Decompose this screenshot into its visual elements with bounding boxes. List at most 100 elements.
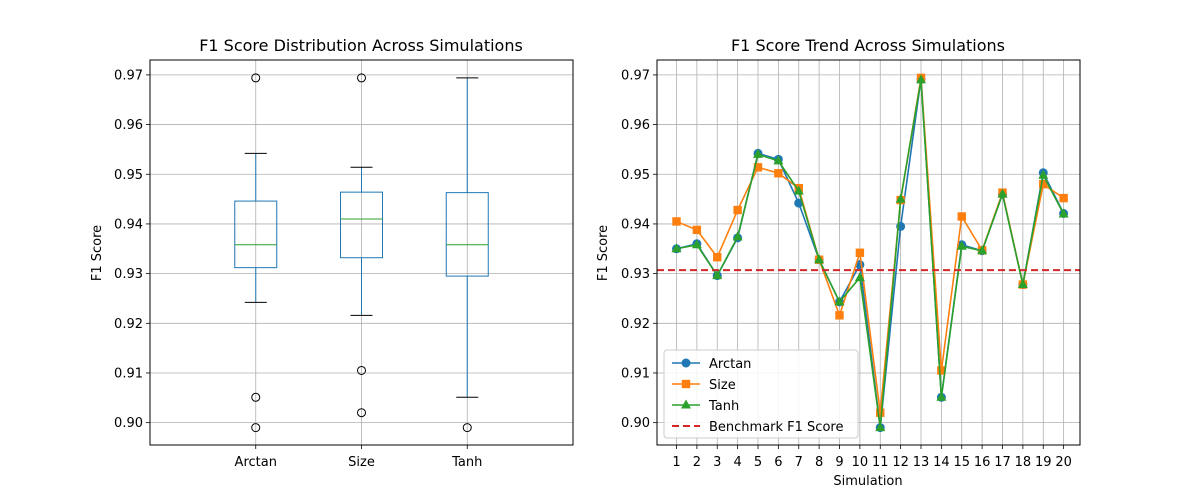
legend: Arctan Size Tanh Benchmark F1 Score: [663, 349, 859, 439]
data-point-square: [681, 379, 691, 389]
data-point-triangle: [814, 254, 825, 264]
line-plot-xlabel: Simulation: [833, 474, 902, 489]
x-tick-label: Tanh: [451, 455, 482, 470]
data-point-square: [855, 248, 865, 257]
x-tick-label: 13: [913, 455, 930, 470]
x-tick-label: 19: [1035, 455, 1052, 470]
data-point-triangle: [1058, 208, 1069, 218]
x-tick-label: 20: [1055, 455, 1072, 470]
legend-box: [663, 349, 859, 439]
y-tick-label: 0.95: [114, 168, 143, 183]
box-iqr: [340, 191, 383, 259]
data-point-circle: [681, 358, 691, 368]
y-tick-label: 0.96: [621, 118, 650, 133]
data-point-triangle: [854, 272, 865, 282]
data-point-square: [692, 225, 702, 235]
axes-frame: [149, 59, 574, 446]
data-point-triangle: [712, 270, 723, 280]
outlier-point: [357, 73, 366, 83]
outlier-point: [357, 408, 366, 418]
x-tick-label: 3: [713, 455, 721, 470]
outlier-point: [251, 73, 261, 83]
box-size: [340, 73, 383, 418]
box-plot-ylabel: F1 Score: [90, 225, 105, 281]
outlier-point: [251, 423, 261, 433]
y-tick-label: 0.93: [114, 267, 143, 282]
data-point-square: [835, 311, 844, 320]
x-tick-label: 11: [872, 455, 889, 470]
y-tick-label: 0.91: [114, 366, 143, 381]
data-point-triangle: [834, 296, 845, 306]
x-tick-label: 14: [933, 455, 950, 470]
y-tick-label: 0.92: [621, 317, 650, 332]
data-point-triangle: [732, 231, 743, 241]
line-plot-title: F1 Score Trend Across Simulations: [731, 36, 1005, 55]
series-line: [676, 79, 1065, 428]
y-tick-label: 0.92: [114, 317, 143, 332]
data-point-triangle: [753, 148, 763, 158]
y-tick-label: 0.96: [114, 118, 143, 133]
x-tick-label: 1: [672, 455, 680, 470]
data-point-square: [672, 217, 681, 226]
outlier-point: [251, 392, 261, 402]
y-tick-label: 0.97: [621, 68, 650, 83]
data-point-square: [876, 408, 885, 417]
y-tick-label: 0.93: [621, 267, 650, 282]
data-point-triangle: [1038, 169, 1049, 179]
x-tick-label: 2: [693, 455, 701, 470]
legend-label: Arctan: [709, 357, 751, 372]
data-point-triangle: [1017, 279, 1028, 289]
data-point-triangle: [956, 240, 967, 250]
x-tick-label: 10: [852, 455, 869, 470]
line-plot-ylabel: F1 Score: [596, 225, 611, 281]
box-iqr: [445, 192, 489, 277]
box-arctan: [234, 73, 278, 433]
y-tick-label: 0.90: [621, 416, 650, 431]
x-tick-label: 4: [733, 455, 741, 470]
data-point-triangle: [671, 243, 682, 253]
box-iqr: [234, 200, 278, 269]
outlier-point: [357, 365, 366, 375]
x-tick-label: 12: [892, 455, 909, 470]
data-point-square: [713, 253, 722, 262]
data-point-square: [1039, 179, 1048, 189]
data-point-square: [937, 366, 946, 375]
box-plot-title: F1 Score Distribution Across Simulations: [199, 36, 523, 55]
legend-label: Size: [709, 378, 736, 393]
y-tick-label: 0.97: [114, 68, 143, 83]
x-tick-label: 17: [994, 455, 1011, 470]
data-point-square: [1059, 193, 1068, 203]
x-tick-label: 18: [1015, 455, 1032, 470]
y-tick-label: 0.94: [621, 217, 650, 232]
data-point-square: [957, 212, 966, 221]
x-tick-label: 15: [953, 455, 970, 470]
data-point-triangle: [936, 391, 947, 401]
data-point-triangle: [895, 193, 906, 203]
data-point-square: [753, 163, 763, 172]
data-point-triangle: [773, 155, 784, 165]
legend-label: Benchmark F1 Score: [709, 420, 843, 435]
data-point-triangle: [875, 422, 886, 432]
box-plot-panel: F1 Score Distribution Across Simulations…: [90, 36, 574, 470]
y-tick-label: 0.95: [621, 168, 650, 183]
x-tick-label: Arctan: [235, 455, 277, 470]
y-tick-label: 0.91: [621, 366, 650, 381]
data-point-triangle: [681, 399, 691, 409]
box-tanh: [445, 77, 489, 433]
series-tanh: [671, 74, 1069, 432]
x-tick-label: 8: [815, 455, 823, 470]
x-tick-label: 7: [795, 455, 803, 470]
data-point-triangle: [691, 239, 702, 249]
data-point-triangle: [793, 185, 804, 195]
line-plot-panel: F1 Score Trend Across Simulations F1 Sco…: [596, 36, 1081, 489]
outlier-point: [462, 423, 472, 433]
x-tick-label: Size: [348, 455, 375, 470]
data-point-triangle: [916, 74, 926, 84]
x-tick-label: 5: [754, 455, 762, 470]
y-tick-label: 0.94: [114, 217, 143, 232]
x-tick-label: 16: [974, 455, 991, 470]
axes-frame: [656, 59, 1081, 446]
x-tick-label: 6: [774, 455, 782, 470]
data-point-square: [733, 205, 742, 215]
